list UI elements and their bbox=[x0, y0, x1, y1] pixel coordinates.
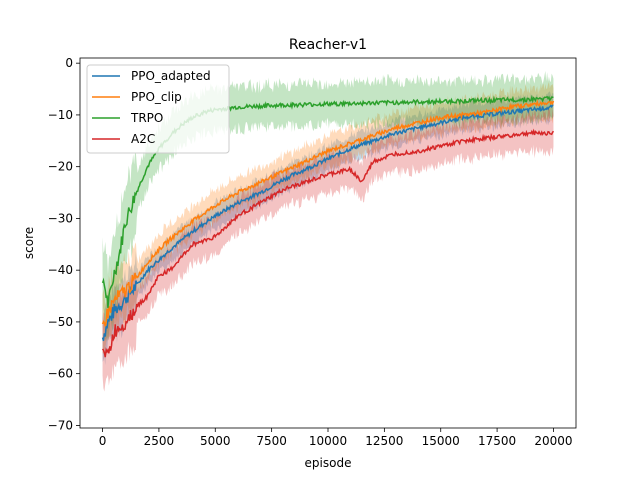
band-ppo-adapted bbox=[102, 91, 554, 366]
x-tick-label: 17500 bbox=[478, 434, 516, 448]
x-axis-ticks: 0 2500 5000 7500 10000 12500 15000 17500 20000 bbox=[99, 428, 573, 448]
legend-label: PPO_clip bbox=[131, 90, 182, 104]
y-tick-label: 0 bbox=[65, 56, 73, 70]
y-tick-label: −70 bbox=[48, 418, 73, 432]
y-tick-label: −40 bbox=[48, 263, 73, 277]
line-ppo-adapted bbox=[101, 104, 554, 342]
y-axis-label: score bbox=[22, 227, 36, 259]
x-tick-label: 2500 bbox=[144, 434, 175, 448]
legend: PPO_adapted PPO_clip TRPO A2C bbox=[86, 64, 230, 154]
legend-box bbox=[86, 64, 230, 154]
line-ppo-clip bbox=[101, 98, 555, 327]
band-trpo bbox=[102, 70, 554, 342]
x-tick-label: 12500 bbox=[365, 434, 403, 448]
chart-title: Reacher-v1 bbox=[289, 37, 367, 53]
series-lines bbox=[101, 94, 555, 358]
y-tick-label: −50 bbox=[48, 315, 73, 329]
band-a2c bbox=[102, 108, 554, 392]
legend-label: PPO_adapted bbox=[131, 69, 211, 83]
x-tick-label: 10000 bbox=[309, 434, 347, 448]
line-a2c bbox=[101, 128, 555, 358]
x-tick-label: 5000 bbox=[200, 434, 231, 448]
legend-label: TRPO bbox=[130, 111, 163, 125]
legend-label: A2C bbox=[131, 132, 155, 146]
y-tick-label: −60 bbox=[48, 367, 73, 381]
x-axis-label: episode bbox=[305, 456, 352, 470]
y-tick-label: −10 bbox=[48, 108, 73, 122]
x-tick-label: 15000 bbox=[422, 434, 460, 448]
x-tick-label: 0 bbox=[99, 434, 107, 448]
y-tick-label: −30 bbox=[48, 211, 73, 225]
x-tick-label: 7500 bbox=[256, 434, 287, 448]
y-axis-ticks: 0 −10 −20 −30 −40 −50 −60 −70 bbox=[48, 56, 80, 432]
x-tick-label: 20000 bbox=[534, 434, 572, 448]
y-tick-label: −20 bbox=[48, 160, 73, 174]
